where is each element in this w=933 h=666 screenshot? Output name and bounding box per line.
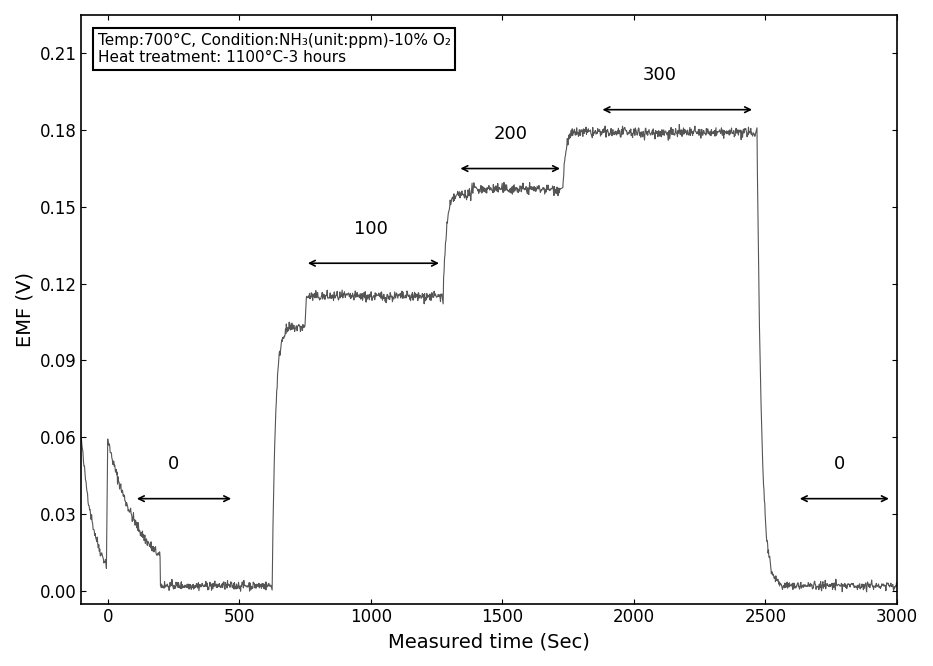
X-axis label: Measured time (Sec): Measured time (Sec) (388, 632, 590, 651)
Text: 100: 100 (354, 220, 388, 238)
Text: 0: 0 (168, 455, 179, 473)
Text: 300: 300 (643, 66, 677, 84)
Text: 200: 200 (494, 125, 527, 143)
Text: 0: 0 (833, 455, 844, 473)
Text: Temp:700°C, Condition:NH₃(unit:ppm)-10% O₂
Heat treatment: 1100°C-3 hours: Temp:700°C, Condition:NH₃(unit:ppm)-10% … (98, 33, 451, 65)
Y-axis label: EMF (V): EMF (V) (15, 272, 34, 347)
